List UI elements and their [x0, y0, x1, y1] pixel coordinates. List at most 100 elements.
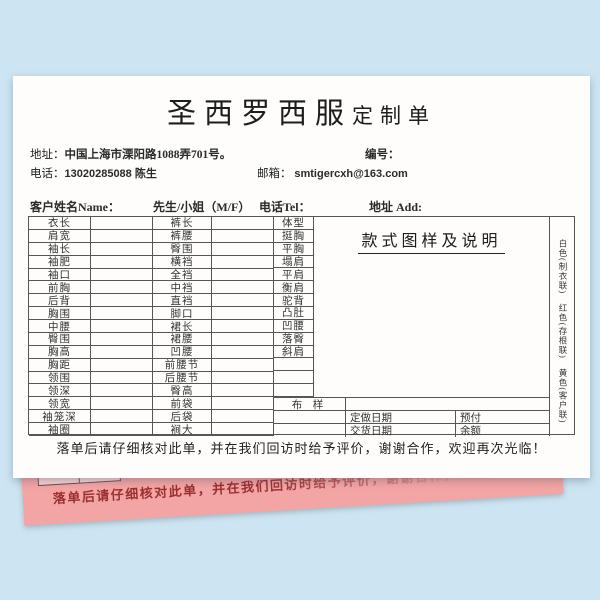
copy-color-legend: 白色(制衣联) 红色(存根联) 黄色(客户联) — [558, 239, 568, 424]
measure-label: 后背 — [29, 294, 91, 308]
measure-label: 平胸 — [274, 242, 314, 256]
empty-cell — [274, 411, 346, 424]
measure-value-cell — [212, 410, 274, 424]
style-section-title: 款式图样及说明 — [358, 227, 505, 254]
measure-label: 胸高 — [29, 345, 91, 359]
measure-value-cell — [91, 307, 153, 321]
address-label: 地址： — [30, 149, 65, 161]
measure-value-cell — [91, 397, 153, 411]
email-line: 邮箱： smtigercxh@163.com — [257, 165, 408, 181]
measure-value-cell — [212, 358, 274, 372]
measure-value-cell — [91, 294, 153, 308]
measure-value-cell — [91, 255, 153, 269]
measure-label: 凸肚 — [274, 306, 314, 320]
fabric-sample-cell — [346, 398, 549, 411]
delivery-date-label: 交货日期 — [346, 424, 456, 437]
measure-label: 凹腰 — [274, 319, 314, 333]
measure-value-cell — [91, 371, 153, 385]
measure-label: 衣长 — [29, 217, 91, 230]
measure-label: 裤长 — [153, 217, 212, 230]
measure-label: 裥大 — [153, 423, 212, 436]
measure-label: 塌肩 — [274, 255, 314, 269]
measure-label: 挺胸 — [274, 229, 314, 243]
measure-value-cell — [212, 255, 274, 269]
measure-label: 平肩 — [274, 268, 314, 282]
measure-value-cell — [212, 268, 274, 282]
measure-value-cell — [91, 320, 153, 333]
order-number-label: 编号： — [365, 149, 400, 161]
style-drawing-area: 款式图样及说明 — [314, 217, 549, 397]
measure-label: 袖笼深 — [29, 410, 91, 424]
measure-value-cell — [91, 281, 153, 295]
measure-label: 臀围 — [29, 332, 91, 346]
balance-label: 余额 — [460, 426, 481, 437]
measure-value-cell — [91, 423, 153, 436]
measure-label: 中裆 — [153, 281, 212, 295]
footer-note: 落单后请仔细核对此单，并在我们回访时给予评价，谢谢合作，欢迎再次光临！ — [56, 441, 547, 456]
measure-value-cell — [91, 217, 153, 230]
measure-label: 后袋 — [153, 410, 212, 424]
copy-color-strip: 白色(制衣联) 红色(存根联) 黄色(客户联) — [549, 217, 576, 436]
measure-label: 臀围 — [153, 242, 212, 256]
measure-label: 前腰节 — [153, 358, 212, 372]
measure-value-cell — [91, 242, 153, 256]
form-title: 圣西罗西服定制单 — [13, 90, 590, 132]
customer-tel-label: 电话Tel： — [259, 200, 311, 214]
email-label: 邮箱： — [257, 168, 292, 180]
measure-value-cell — [91, 384, 153, 398]
measure-label: 臀高 — [153, 384, 212, 398]
customer-address-label: 地址 Add: — [369, 200, 423, 214]
measure-label: 肩宽 — [29, 229, 91, 243]
measure-value-cell — [212, 371, 274, 385]
measure-value-cell — [212, 320, 274, 333]
measure-label — [274, 371, 314, 385]
measure-label: 前袋 — [153, 397, 212, 411]
measure-label: 胸距 — [29, 358, 91, 372]
phone-value: 13020285088 陈生 — [64, 168, 157, 180]
order-date-row: 定做日期 预付 — [274, 411, 549, 424]
measure-label: 凹腰 — [153, 345, 212, 359]
measure-value-cell — [212, 332, 274, 346]
measure-value-cell — [91, 229, 153, 243]
measure-label: 驼背 — [274, 294, 314, 307]
measure-value-cell — [91, 268, 153, 282]
form-type-label: 定制单 — [352, 104, 436, 128]
address-value: 中国上海市溧阳路1088弄701号。 — [64, 149, 232, 161]
fabric-sample-row: 布 样 — [274, 398, 549, 411]
measure-label: 裤腰 — [153, 229, 212, 243]
empty-cell — [274, 424, 346, 437]
measure-label: 脚口 — [153, 307, 212, 321]
measure-label: 裙腰 — [153, 332, 212, 346]
measure-label: 胸围 — [29, 307, 91, 321]
measure-label: 后腰节 — [153, 371, 212, 385]
measure-value-cell — [212, 423, 274, 436]
email-value: smtigercxh@163.com — [294, 168, 408, 180]
customer-name-label: 客户姓名Name： — [30, 200, 120, 214]
measure-value-cell — [212, 281, 274, 295]
order-form-sheet: 圣西罗西服定制单 地址：中国上海市溧阳路1088弄701号。 编号： 电话：13… — [13, 76, 590, 478]
measure-value-cell — [212, 307, 274, 321]
measure-value-cell — [91, 358, 153, 372]
address-line: 地址：中国上海市溧阳路1088弄701号。 — [30, 146, 231, 162]
measure-value-cell — [91, 345, 153, 359]
prepaid-label: 预付 — [456, 411, 549, 424]
measure-label: 袖长 — [29, 242, 91, 256]
measure-label: 斜肩 — [274, 345, 314, 359]
measure-value-cell — [212, 345, 274, 359]
measure-label: 袖口 — [29, 268, 91, 282]
measure-label: 袖圈 — [29, 423, 91, 436]
phone-label: 电话： — [30, 168, 65, 180]
measure-value-cell — [212, 217, 274, 230]
measure-label: 体型 — [274, 217, 314, 230]
phone-line: 电话：13020285088 陈生 — [30, 165, 157, 181]
measure-label: 落臀 — [274, 332, 314, 346]
measure-value-cell — [212, 229, 274, 243]
measure-label: 领深 — [29, 384, 91, 398]
order-date-label: 定做日期 — [346, 411, 456, 424]
measure-value-cell — [212, 384, 274, 398]
body-type-column: 体型 挺胸 平胸 塌肩 平肩 衡肩 驼背 凸肚 凹腰 落臀 斜肩 — [274, 217, 314, 397]
measure-label — [274, 384, 314, 397]
measure-label: 横裆 — [153, 255, 212, 269]
measurement-table: 衣长 裤长 肩宽 裤腰 袖长 臀围 袖肥 横裆 袖口 全裆 前胸 中裆 后背 直裆 胸围 脚口 … — [28, 216, 576, 437]
measure-label: 全裆 — [153, 268, 212, 282]
